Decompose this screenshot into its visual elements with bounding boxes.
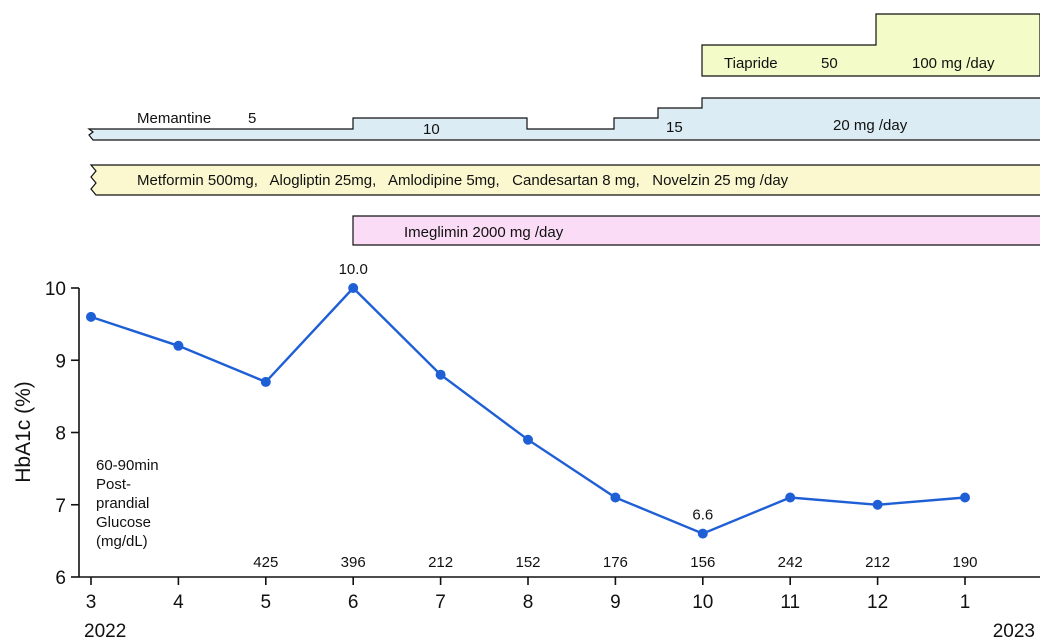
- hba1c-point: [435, 369, 446, 380]
- glucose-value: 152: [515, 554, 540, 571]
- tiapride-name: Tiapride: [724, 55, 778, 72]
- hba1c-point: [173, 340, 184, 351]
- tiapride-dose-50: 50: [821, 55, 838, 72]
- glucose-value: 425: [253, 554, 278, 571]
- combination-band: [89, 164, 1040, 196]
- x-tick-label: 11: [780, 592, 800, 613]
- hba1c-point: [610, 492, 621, 503]
- combination-bar: Metformin 500mg, Alogliptin 25mg, Amlodi…: [89, 164, 1040, 196]
- x-tick-label: 9: [610, 592, 621, 613]
- glucose-label: 60-90min Post-prandial Glucose (mg/dL): [96, 457, 159, 550]
- memantine-band: [87, 97, 1040, 141]
- y-ticks: 6 7 8 9 10: [45, 279, 79, 589]
- year-end: 2023: [993, 621, 1035, 639]
- hba1c-point: [872, 499, 883, 510]
- point-labels: 10.0 6.6: [339, 261, 714, 524]
- glucose-value: 396: [341, 554, 366, 571]
- y-tick-label: 10: [45, 279, 66, 300]
- memantine-bar: Memantine 5 10 15 20 mg /day: [87, 97, 1040, 141]
- x-ticks: 3 4 5 6 7 8 9 10 11 12 1: [86, 577, 971, 613]
- memantine-dose-10: 10: [423, 121, 440, 138]
- hba1c-point: [86, 311, 96, 322]
- memantine-dose-5: 5: [248, 110, 256, 127]
- tiapride-dose-100: 100 mg /day: [912, 55, 995, 72]
- memantine-name: Memantine: [137, 110, 211, 127]
- y-axis-title: HbA1c (%): [12, 381, 35, 483]
- glucose-value: 176: [603, 554, 628, 571]
- hba1c-points: [86, 283, 970, 539]
- combination-text: Metformin 500mg, Alogliptin 25mg, Amlodi…: [137, 172, 789, 189]
- imeglimin-text: Imeglimin 2000 mg /day: [404, 224, 564, 241]
- imeglimin-bar: Imeglimin 2000 mg /day: [352, 215, 1040, 246]
- x-tick-label: 5: [261, 592, 272, 613]
- x-tick-label: 10: [692, 592, 713, 613]
- glucose-label-line: prandial: [96, 495, 149, 512]
- hba1c-point: [785, 492, 796, 503]
- glucose-label-line: Post-: [96, 476, 131, 493]
- hba1c-point: [260, 376, 271, 387]
- x-tick-label: 4: [173, 592, 184, 613]
- x-tick-label: 6: [348, 592, 359, 613]
- y-tick-label: 8: [55, 424, 66, 445]
- hba1c-point: [348, 283, 359, 293]
- x-tick-label: 1: [960, 592, 971, 613]
- y-tick-label: 9: [55, 351, 66, 372]
- x-tick-label: 3: [86, 592, 97, 613]
- y-tick-label: 7: [55, 496, 66, 517]
- x-tick-label: 8: [523, 592, 534, 613]
- point-value-label: 10.0: [339, 261, 368, 278]
- point-value-label: 6.6: [692, 507, 713, 524]
- glucose-value: 212: [428, 554, 453, 571]
- hba1c-point: [960, 492, 970, 503]
- x-tick-label: 7: [435, 592, 446, 613]
- glucose-label-line: (mg/dL): [96, 533, 148, 550]
- glucose-value: 190: [952, 554, 977, 571]
- glucose-values: 425 396 212 152 176 156 242 212 190: [253, 554, 977, 571]
- hba1c-point: [697, 528, 708, 539]
- memantine-dose-20: 20 mg /day: [833, 117, 908, 134]
- imeglimin-band: [352, 215, 1040, 246]
- glucose-value: 156: [690, 554, 715, 571]
- tiapride-band: [701, 13, 1040, 77]
- glucose-label-line: 60-90min: [96, 457, 159, 474]
- year-start: 2022: [84, 621, 126, 639]
- y-tick-label: 6: [55, 568, 66, 589]
- glucose-value: 242: [778, 554, 803, 571]
- glucose-value: 212: [865, 554, 890, 571]
- hba1c-line: [90, 286, 966, 535]
- x-tick-label: 12: [867, 592, 888, 613]
- glucose-label-line: Glucose: [96, 514, 151, 531]
- memantine-dose-15: 15: [666, 119, 683, 136]
- tiapride-bar: Tiapride 50 100 mg /day: [701, 13, 1040, 77]
- hba1c-point: [523, 434, 533, 445]
